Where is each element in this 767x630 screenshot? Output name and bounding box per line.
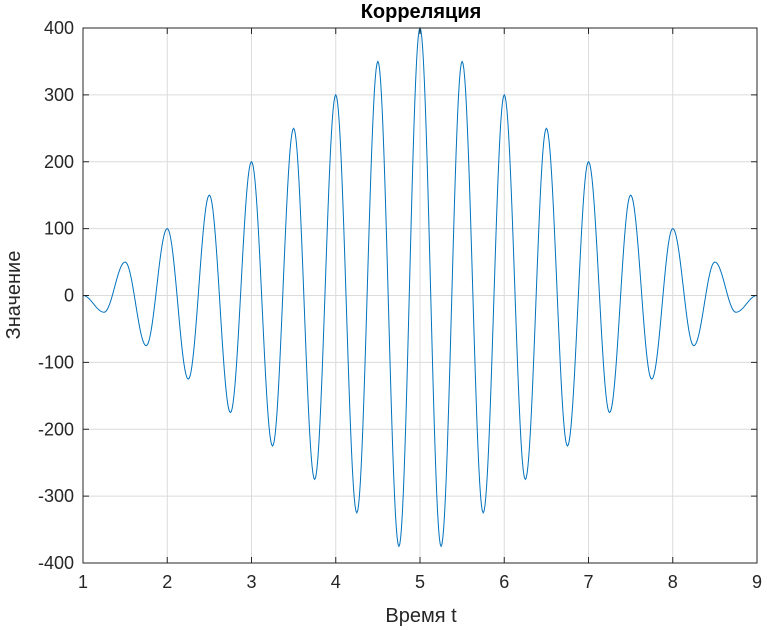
y-tick-label: -100 <box>38 352 74 372</box>
x-tick-label: 8 <box>668 572 678 592</box>
x-tick-label: 5 <box>415 572 425 592</box>
y-tick-label: -200 <box>38 419 74 439</box>
x-tick-label: 2 <box>162 572 172 592</box>
x-tick-label: 4 <box>331 572 341 592</box>
y-tick-label: 0 <box>64 286 74 306</box>
x-axis-label: Время t <box>385 605 457 627</box>
y-tick-label: 200 <box>44 152 74 172</box>
axis-ticks: 1 2 3 4 5 6 7 8 9 400 300 200 100 0 -100 -200 -300 -400 <box>38 18 762 592</box>
y-tick-label: 300 <box>44 85 74 105</box>
x-tick-label: 1 <box>78 572 88 592</box>
y-tick-label: -400 <box>38 553 74 573</box>
x-tick-label: 7 <box>583 572 593 592</box>
y-tick-label: -300 <box>38 486 74 506</box>
y-tick-label: 100 <box>44 219 74 239</box>
grid-lines <box>82 27 758 564</box>
x-tick-label: 6 <box>499 572 509 592</box>
y-tick-label: 400 <box>44 18 74 38</box>
x-tick-label: 3 <box>246 572 256 592</box>
y-axis-label: Значение <box>3 251 25 340</box>
x-tick-label: 9 <box>752 572 762 592</box>
chart-title: Корреляция <box>361 1 482 23</box>
